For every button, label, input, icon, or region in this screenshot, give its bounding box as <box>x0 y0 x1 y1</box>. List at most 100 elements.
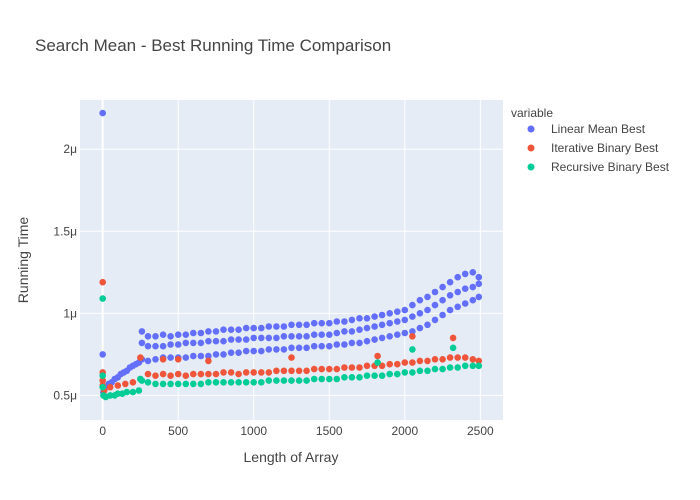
data-point <box>371 372 378 380</box>
data-point <box>99 383 106 391</box>
data-point <box>280 367 288 375</box>
data-point <box>205 370 212 378</box>
data-point <box>333 341 341 348</box>
data-point <box>461 362 469 370</box>
data-point <box>469 356 477 363</box>
data-point <box>303 377 310 384</box>
legend-label[interactable]: Iterative Binary Best <box>551 141 659 155</box>
data-point <box>144 333 152 340</box>
data-point <box>310 365 318 373</box>
data-point <box>106 383 114 391</box>
data-point <box>454 288 462 296</box>
data-point <box>356 364 363 371</box>
data-point <box>167 380 174 388</box>
data-point <box>227 326 235 334</box>
data-point <box>439 311 446 319</box>
data-point <box>449 344 457 352</box>
data-point <box>212 379 220 386</box>
data-point <box>446 354 454 361</box>
data-point <box>242 369 250 376</box>
data-point <box>250 369 257 376</box>
data-point <box>114 382 122 389</box>
data-point <box>182 372 190 380</box>
data-point <box>152 342 159 350</box>
data-point <box>461 270 469 278</box>
data-point <box>167 341 174 348</box>
data-point <box>454 354 462 361</box>
data-point <box>295 367 303 375</box>
data-point <box>159 370 167 378</box>
data-point <box>386 319 394 327</box>
legend-marker[interactable] <box>527 163 535 171</box>
data-point <box>174 370 182 378</box>
data-point <box>99 278 106 286</box>
data-point <box>461 300 469 307</box>
data-point <box>348 374 356 381</box>
data-point <box>378 372 386 380</box>
data-point <box>394 318 401 325</box>
data-point <box>258 379 265 386</box>
legend-label[interactable]: Linear Mean Best <box>551 122 646 136</box>
data-point <box>401 316 409 324</box>
data-point <box>174 331 182 339</box>
data-point <box>220 369 227 376</box>
legend-marker[interactable] <box>527 125 535 133</box>
data-point <box>469 362 477 370</box>
data-point <box>174 380 182 388</box>
data-point <box>152 372 159 380</box>
x-tick-label: 2500 <box>467 424 494 438</box>
legend-label[interactable]: Recursive Binary Best <box>551 160 670 174</box>
data-point <box>386 310 394 317</box>
legend-marker[interactable] <box>527 144 535 152</box>
data-point <box>99 351 106 358</box>
data-point <box>138 328 146 335</box>
data-point <box>454 364 462 371</box>
data-point <box>227 349 235 357</box>
y-axis-title: Running Time <box>15 217 31 304</box>
data-point <box>152 380 159 388</box>
data-point <box>265 323 273 330</box>
data-point <box>326 342 333 350</box>
data-point <box>273 367 280 375</box>
data-point <box>135 387 143 394</box>
data-point <box>475 357 483 365</box>
data-point <box>424 293 431 301</box>
data-point <box>235 379 242 386</box>
data-point <box>318 342 326 350</box>
data-point <box>288 333 295 340</box>
data-point <box>295 344 303 352</box>
data-point <box>374 359 381 366</box>
data-point <box>310 319 318 327</box>
data-point <box>190 370 197 378</box>
data-point <box>475 273 483 281</box>
data-point <box>182 339 190 347</box>
data-point <box>424 367 431 375</box>
data-point <box>197 380 205 388</box>
data-point <box>190 352 197 360</box>
data-point <box>401 359 409 366</box>
data-point <box>295 321 303 329</box>
data-point <box>341 328 348 335</box>
data-point <box>303 321 310 329</box>
data-point <box>386 333 394 340</box>
data-point <box>333 329 341 337</box>
data-point <box>416 324 424 332</box>
data-point <box>348 364 356 371</box>
data-point <box>144 342 152 350</box>
data-point <box>182 380 190 388</box>
data-point <box>333 318 341 325</box>
data-point <box>475 362 483 370</box>
data-point <box>167 333 174 340</box>
data-point <box>374 352 381 360</box>
data-point <box>326 365 333 373</box>
data-point <box>197 352 205 360</box>
data-point <box>431 365 439 373</box>
data-point <box>288 367 295 375</box>
data-point <box>394 331 401 339</box>
data-point <box>318 365 326 373</box>
data-point <box>159 380 167 388</box>
data-point <box>363 315 371 322</box>
data-point <box>454 273 462 281</box>
data-point <box>439 296 446 304</box>
